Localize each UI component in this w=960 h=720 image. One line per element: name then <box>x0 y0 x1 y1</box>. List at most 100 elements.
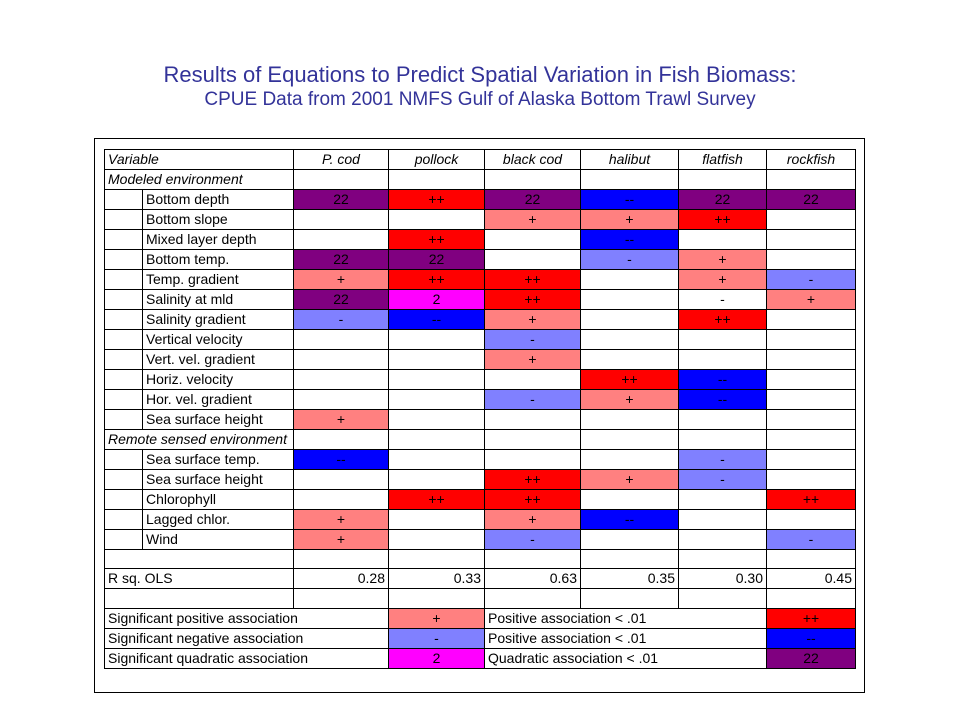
empty-cell <box>104 588 294 609</box>
slide-title: Results of Equations to Predict Spatial … <box>0 62 960 112</box>
indent-cell <box>104 309 143 330</box>
association-cell <box>678 329 767 350</box>
association-cell <box>766 409 856 430</box>
association-cell <box>766 369 856 390</box>
association-cell: 22 <box>678 189 767 210</box>
header-variable: Variable <box>104 149 294 170</box>
association-cell <box>678 489 767 510</box>
association-cell <box>766 509 856 530</box>
table-row: Wind + - - <box>104 529 856 550</box>
association-cell: + <box>766 289 856 310</box>
title-line-1: Results of Equations to Predict Spatial … <box>163 62 797 87</box>
table-row: Lagged chlor. + + -- <box>104 509 856 530</box>
association-cell: + <box>580 469 679 490</box>
association-cell <box>484 449 581 470</box>
table-row: Temp. gradient + ++ ++ + - <box>104 269 856 290</box>
rsq-value: 0.30 <box>678 568 767 590</box>
association-cell <box>580 489 679 510</box>
association-cell: ++ <box>580 369 679 390</box>
association-cell: ++ <box>678 209 767 230</box>
association-cell: ++ <box>484 289 581 310</box>
table-row: Bottom depth 22 ++ 22 -- 22 22 <box>104 189 856 210</box>
indent-cell <box>104 209 143 230</box>
association-cell: 2 <box>388 289 485 310</box>
row-label: Sea surface height <box>142 409 294 430</box>
legend-row: Significant quadratic association 2 Quadra… <box>104 647 856 669</box>
table-row: Vertical velocity - <box>104 329 856 350</box>
legend-label: Significant positive association <box>104 607 389 629</box>
association-cell: + <box>484 509 581 530</box>
association-cell <box>293 329 389 350</box>
indent-cell <box>104 469 143 490</box>
empty-cell <box>484 169 581 190</box>
row-label: Mixed layer depth <box>142 229 294 250</box>
header-row: Variable P. cod pollock black cod halibut fla… <box>104 149 856 170</box>
row-label: Salinity gradient <box>142 309 294 330</box>
association-cell: - <box>484 329 581 350</box>
empty-cell <box>766 429 856 450</box>
empty-cell <box>580 588 679 609</box>
association-cell <box>678 509 767 530</box>
row-label: Temp. gradient <box>142 269 294 290</box>
table-row: Sea surface height + <box>104 409 856 430</box>
association-cell <box>580 329 679 350</box>
association-cell <box>388 389 485 410</box>
title-line-2: CPUE Data from 2001 NMFS Gulf of Alaska … <box>204 89 756 110</box>
indent-cell <box>104 449 143 470</box>
association-cell: 22 <box>766 189 856 210</box>
association-cell: -- <box>580 229 679 250</box>
association-cell: ++ <box>484 269 581 290</box>
association-cell: + <box>484 349 581 370</box>
legend-swatch-strong: -- <box>766 627 856 649</box>
empty-cell <box>293 588 389 609</box>
association-cell: + <box>293 509 389 530</box>
association-cell: + <box>580 209 679 230</box>
legend-swatch-strong: ++ <box>766 607 856 629</box>
association-cell <box>293 489 389 510</box>
row-label: Vert. vel. gradient <box>142 349 294 370</box>
indent-cell <box>104 389 143 410</box>
association-cell: - <box>678 449 767 470</box>
empty-cell <box>766 588 856 609</box>
indent-cell <box>104 489 143 510</box>
row-label: Sea surface height <box>142 469 294 490</box>
header-species: pollock <box>388 149 485 170</box>
association-cell: + <box>293 529 389 550</box>
association-cell <box>766 249 856 270</box>
association-cell <box>580 289 679 310</box>
association-cell: + <box>293 269 389 290</box>
row-label: Sea surface temp. <box>142 449 294 470</box>
association-cell: + <box>484 309 581 330</box>
empty-cell <box>388 588 485 609</box>
header-species: flatfish <box>678 149 767 170</box>
association-cell: -- <box>293 449 389 470</box>
empty-cell <box>766 169 856 190</box>
row-label: Lagged chlor. <box>142 509 294 530</box>
legend-row: Significant positive association + Positiv… <box>104 607 856 629</box>
section-modeled: Modeled environment <box>104 169 856 190</box>
association-cell <box>388 349 485 370</box>
legend-swatch: 2 <box>388 647 485 669</box>
association-cell: - <box>484 529 581 550</box>
association-cell <box>580 349 679 370</box>
empty-cell <box>388 169 485 190</box>
blank-row <box>104 548 856 570</box>
empty-cell <box>484 588 581 609</box>
section-remote-label: Remote sensed environment <box>104 429 294 450</box>
empty-cell <box>678 429 767 450</box>
association-cell <box>484 409 581 430</box>
rsq-row: R sq. OLS 0.28 0.33 0.63 0.35 0.30 0.45 <box>104 568 856 590</box>
results-table: Variable P. cod pollock black cod halibut fla… <box>104 149 856 669</box>
legend-swatch: + <box>388 607 485 629</box>
association-cell: ++ <box>388 269 485 290</box>
association-cell <box>484 249 581 270</box>
rsq-value: 0.35 <box>580 568 679 590</box>
rsq-value: 0.33 <box>388 568 485 590</box>
empty-cell <box>678 588 767 609</box>
empty-cell <box>678 548 767 570</box>
table-row: Bottom temp. 22 22- + <box>104 249 856 270</box>
association-cell: + <box>678 269 767 290</box>
association-cell: -- <box>580 509 679 530</box>
association-cell <box>580 409 679 430</box>
empty-cell <box>388 548 485 570</box>
